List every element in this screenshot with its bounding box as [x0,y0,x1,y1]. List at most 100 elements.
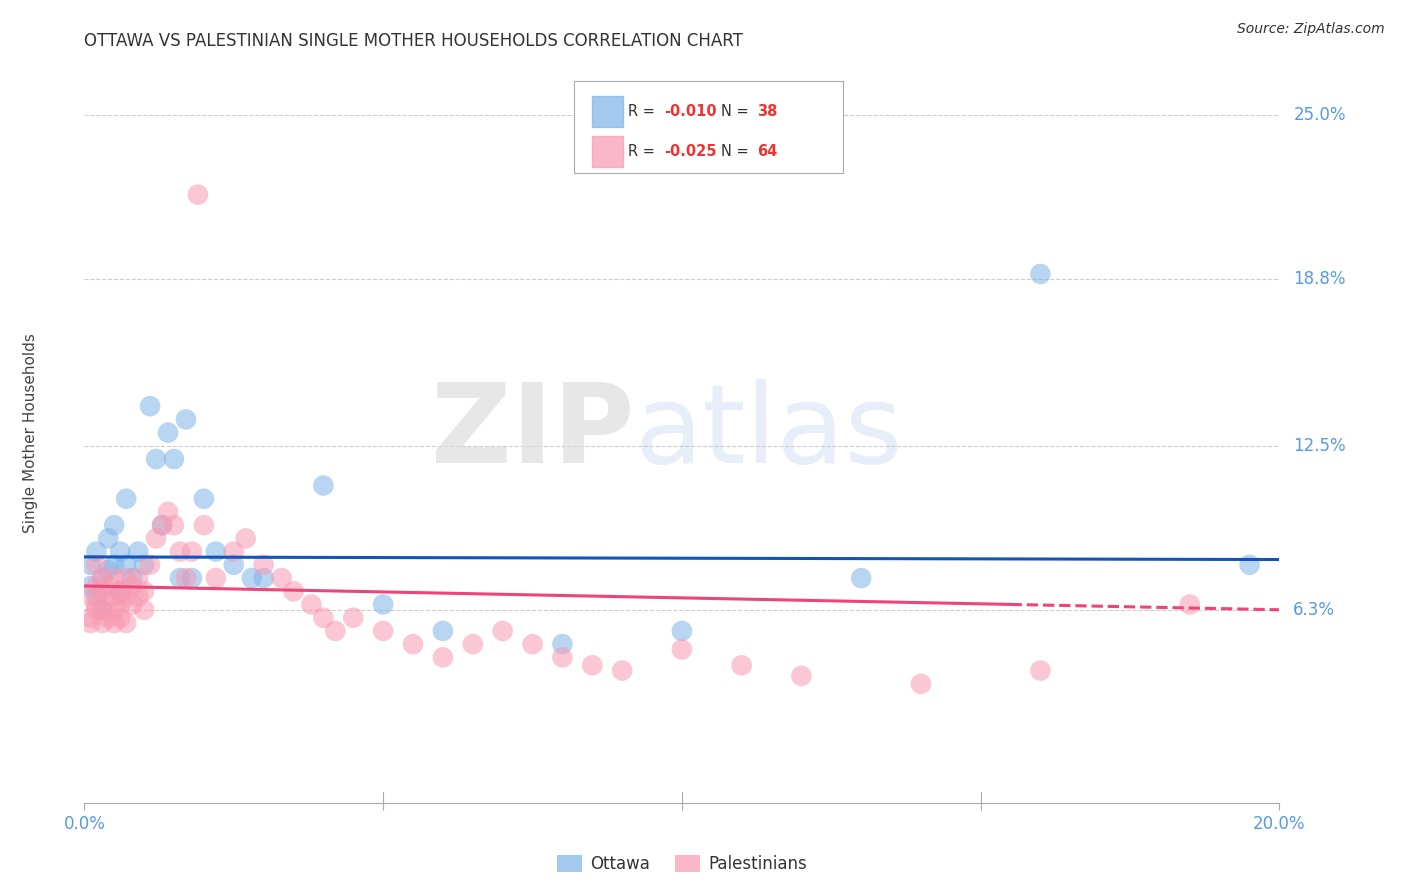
Text: -0.010: -0.010 [664,104,717,120]
Point [790,669,813,683]
Point [150,518,173,533]
Point [851,571,873,585]
Point [115,571,138,585]
Point [91,571,114,585]
Text: Single Mother Households: Single Mother Households [22,333,38,533]
Point [97,579,120,593]
Point [174,412,197,426]
Point [461,637,484,651]
Point [110,611,132,625]
Point [373,624,395,638]
Point [91,603,114,617]
Point [193,518,215,533]
Point [139,558,162,572]
Point [79,615,101,630]
Point [121,579,143,593]
Point [150,518,173,533]
Text: N =: N = [721,104,754,120]
Point [522,637,544,651]
Point [551,650,574,665]
Point [1239,558,1261,572]
Point [115,590,138,604]
Point [301,598,323,612]
Text: N =: N = [721,144,754,159]
Point [103,518,125,533]
Point [157,425,180,440]
Point [127,544,149,558]
Point [253,571,276,585]
Point [342,611,364,625]
Point [671,624,693,638]
Text: -0.025: -0.025 [664,144,717,159]
Point [235,532,257,546]
Point [86,579,108,593]
Text: OTTAWA VS PALESTINIAN SINGLE MOTHER HOUSEHOLDS CORRELATION CHART: OTTAWA VS PALESTINIAN SINGLE MOTHER HOUS… [84,32,744,50]
Point [283,584,305,599]
Point [270,571,292,585]
Text: Source: ZipAtlas.com: Source: ZipAtlas.com [1237,22,1385,37]
Point [612,664,634,678]
Point [181,544,204,558]
Point [163,518,186,533]
Point [145,452,167,467]
Point [1029,267,1052,281]
Text: 25.0%: 25.0% [1294,106,1346,124]
Text: 18.8%: 18.8% [1294,270,1346,288]
Point [312,611,335,625]
Point [169,571,191,585]
Legend: Ottawa, Palestinians: Ottawa, Palestinians [550,848,814,880]
Point [110,584,132,599]
Point [91,571,114,585]
Point [253,558,276,572]
Text: 6.3%: 6.3% [1294,601,1336,619]
Point [115,615,138,630]
Point [193,491,215,506]
Point [492,624,515,638]
FancyBboxPatch shape [592,96,623,128]
Point [402,637,425,651]
Point [110,598,132,612]
Point [181,571,204,585]
Point [127,571,149,585]
Point [110,584,132,599]
Point [174,571,197,585]
Text: 64: 64 [758,144,778,159]
Point [240,571,263,585]
Point [103,615,125,630]
Point [97,563,120,577]
Point [86,598,108,612]
Point [432,624,454,638]
Text: ZIP: ZIP [430,379,634,486]
Point [86,558,108,572]
Point [79,558,101,572]
Point [581,658,603,673]
Point [132,558,156,572]
Text: R =: R = [628,104,659,120]
FancyBboxPatch shape [575,81,844,173]
Point [91,603,114,617]
Point [325,624,347,638]
Point [115,558,138,572]
Point [86,590,108,604]
Point [121,571,143,585]
Point [115,491,138,506]
Text: atlas: atlas [634,379,903,486]
Point [86,603,108,617]
Text: R =: R = [628,144,659,159]
Point [103,603,125,617]
Text: 12.5%: 12.5% [1294,437,1346,455]
Point [97,590,120,604]
Point [79,611,101,625]
Point [103,590,125,604]
Point [312,478,335,492]
Point [139,399,162,413]
Point [121,598,143,612]
Point [110,544,132,558]
Point [222,544,245,558]
Point [157,505,180,519]
Point [132,603,156,617]
Point [222,558,245,572]
Text: 38: 38 [758,104,778,120]
Point [97,611,120,625]
Point [551,637,574,651]
